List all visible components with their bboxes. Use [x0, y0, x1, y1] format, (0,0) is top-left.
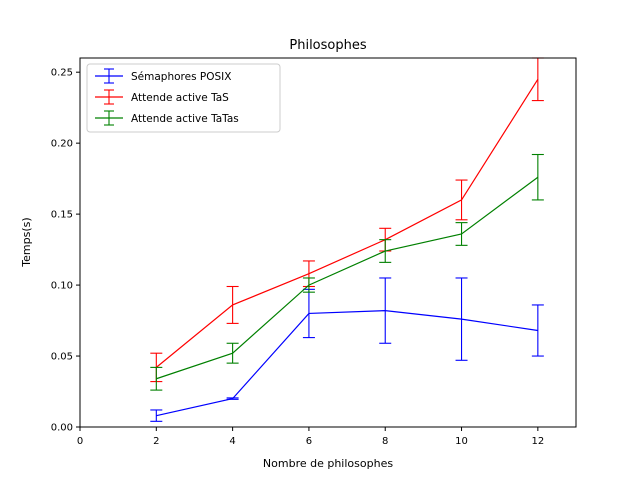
legend-entry-1: Attende active TaS	[95, 89, 229, 105]
y-tick-label: 0.10	[51, 281, 73, 292]
legend-label: Sémaphores POSIX	[131, 71, 231, 83]
error-bar-2-3	[379, 239, 392, 263]
error-bar-1-4	[455, 179, 468, 221]
error-bar-2-5	[531, 153, 544, 201]
legend-label: Attende active TaS	[131, 92, 229, 104]
y-tick-label: 0.20	[51, 139, 73, 150]
plot-frame	[79, 57, 577, 428]
axes: 0 2 4 6 8 10 12 0.00 0.05 0.10 0.15 0.20 0.25	[51, 57, 577, 447]
chart-title: Philosophes	[289, 38, 366, 53]
y-tick-label: 0.15	[51, 210, 73, 221]
x-tick-label: 8	[382, 436, 388, 447]
series-line-2	[156, 176, 539, 380]
legend-entry-2: Attende active TaTas	[95, 110, 239, 126]
series-line-1	[155, 78, 539, 368]
x-tick-label: 6	[306, 436, 312, 447]
x-tick-label: 12	[531, 436, 544, 447]
error-bar-1-1	[226, 285, 239, 324]
error-bar-0-4	[455, 277, 468, 361]
error-bar-0-5	[531, 304, 544, 357]
legend-box	[86, 63, 281, 133]
error-bar-2-1	[226, 342, 239, 364]
y-axis-label: Temps(s)	[20, 217, 33, 267]
y-tick-label: 0.25	[51, 68, 73, 79]
chart-marks	[150, 57, 544, 422]
y-tick-label: 0.00	[51, 423, 73, 434]
legend: Sémaphores POSIX Attende active TaS Attend…	[86, 63, 281, 133]
legend-label: Attende active TaTas	[131, 113, 239, 125]
x-tick-label: 0	[77, 436, 83, 447]
error-bar-0-3	[379, 277, 392, 344]
series-line-0	[156, 310, 538, 417]
y-tick-label: 0.05	[51, 352, 73, 363]
x-tick-label: 4	[229, 436, 235, 447]
error-bar-2-0	[150, 366, 163, 391]
error-bar-2-2	[302, 277, 315, 293]
legend-entry-0: Sémaphores POSIX	[95, 68, 231, 84]
error-bar-0-1	[226, 397, 239, 400]
error-bar-2-4	[455, 222, 468, 246]
x-tick-label: 2	[153, 436, 159, 447]
x-tick-label: 10	[455, 436, 468, 447]
x-axis-label: Nombre de philosophes	[263, 457, 393, 470]
error-bar-0-0	[150, 409, 163, 422]
